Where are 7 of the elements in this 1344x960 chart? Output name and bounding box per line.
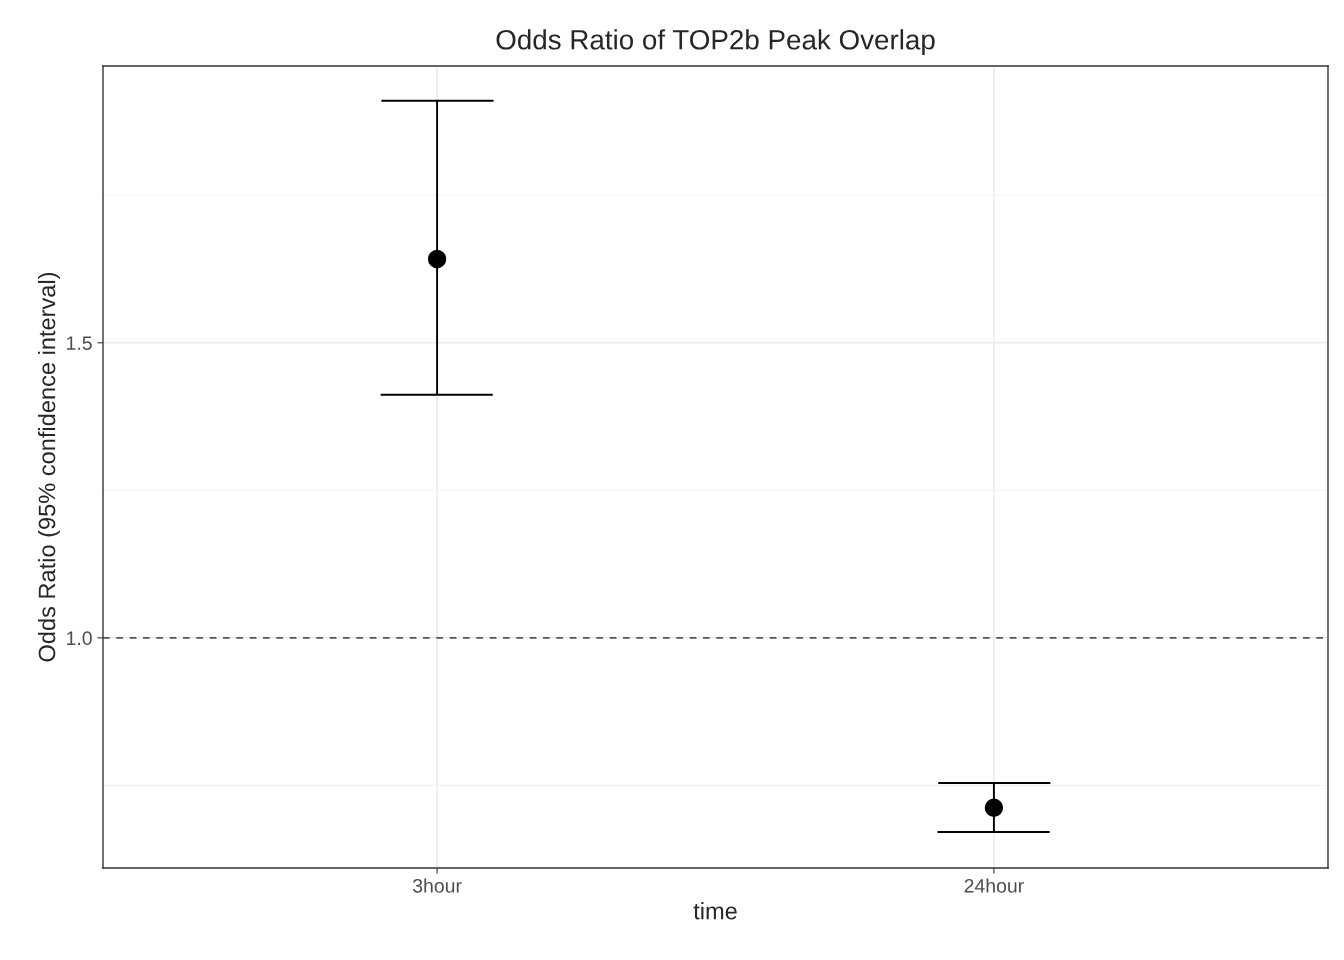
y-axis-title: Odds Ratio (95% confidence interval): [37, 272, 60, 662]
x-tick-label: 3hour: [412, 878, 462, 893]
y-tick-label: 1.5: [67, 336, 92, 351]
chart-title: Odds Ratio of TOP2b Peak Overlap: [496, 29, 935, 56]
x-tick-label: 24hour: [964, 878, 1024, 893]
y-tick-label: 1.0: [67, 631, 92, 646]
x-axis-title: time: [693, 902, 737, 920]
